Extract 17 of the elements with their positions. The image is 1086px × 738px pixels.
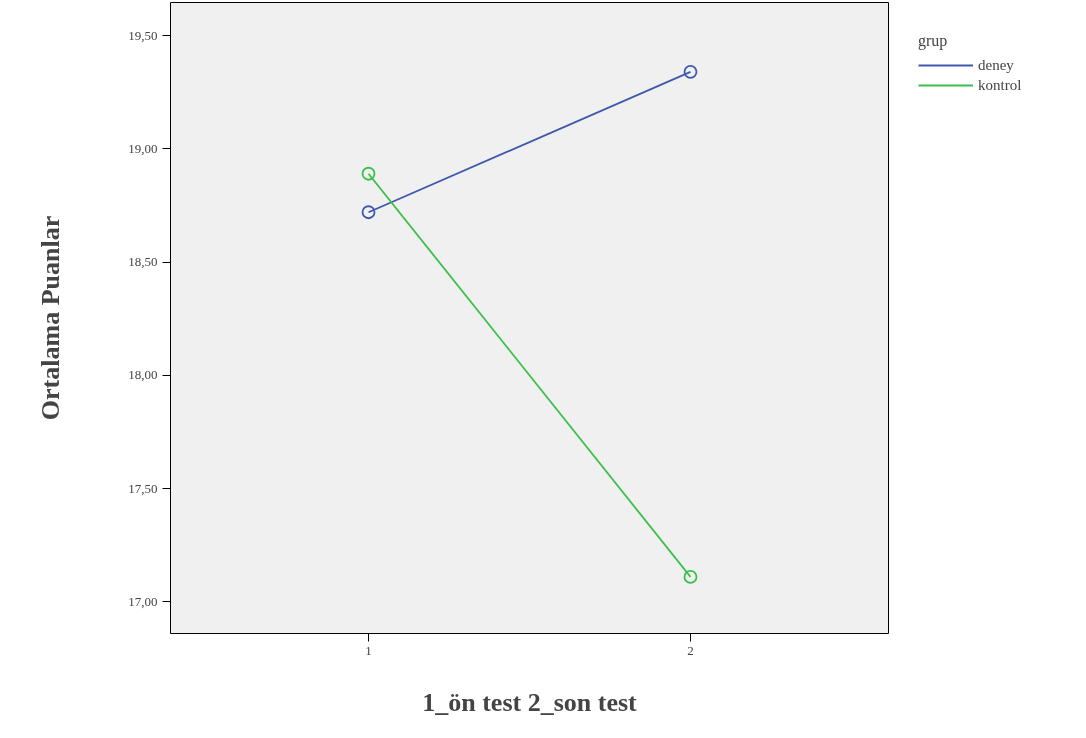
y-tick-label: 18,50 [128,254,158,270]
x-tick-label: 2 [687,642,694,658]
legend-title: grup [918,32,949,50]
legend-label: deney [978,56,1014,74]
y-tick-label: 18,00 [128,367,158,383]
y-tick-label: 17,50 [128,480,158,496]
point [683,64,698,79]
y-tick-label: 19,50 [128,27,158,43]
point [683,569,698,584]
legend-label: kontrol [978,76,1022,94]
y-tick-label: 19,00 [128,140,158,156]
x-axis-title: 1_ön test 2_son test [422,687,638,717]
x-tick-label: 1 [365,642,372,658]
y-axis-title: Ortalama Puanlar [36,215,66,421]
y-tick-label: 17,00 [128,593,158,609]
point [361,205,376,220]
point [361,166,376,181]
